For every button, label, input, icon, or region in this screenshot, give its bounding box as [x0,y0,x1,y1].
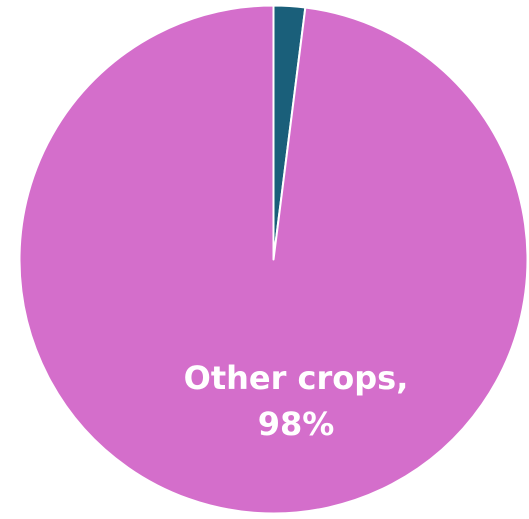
data-label-other-crops-percent: 98% [258,405,335,443]
data-label-other-crops-name: Other crops, [184,359,409,397]
pie-slices [18,4,529,515]
pie-slice-other-crops [18,4,529,515]
